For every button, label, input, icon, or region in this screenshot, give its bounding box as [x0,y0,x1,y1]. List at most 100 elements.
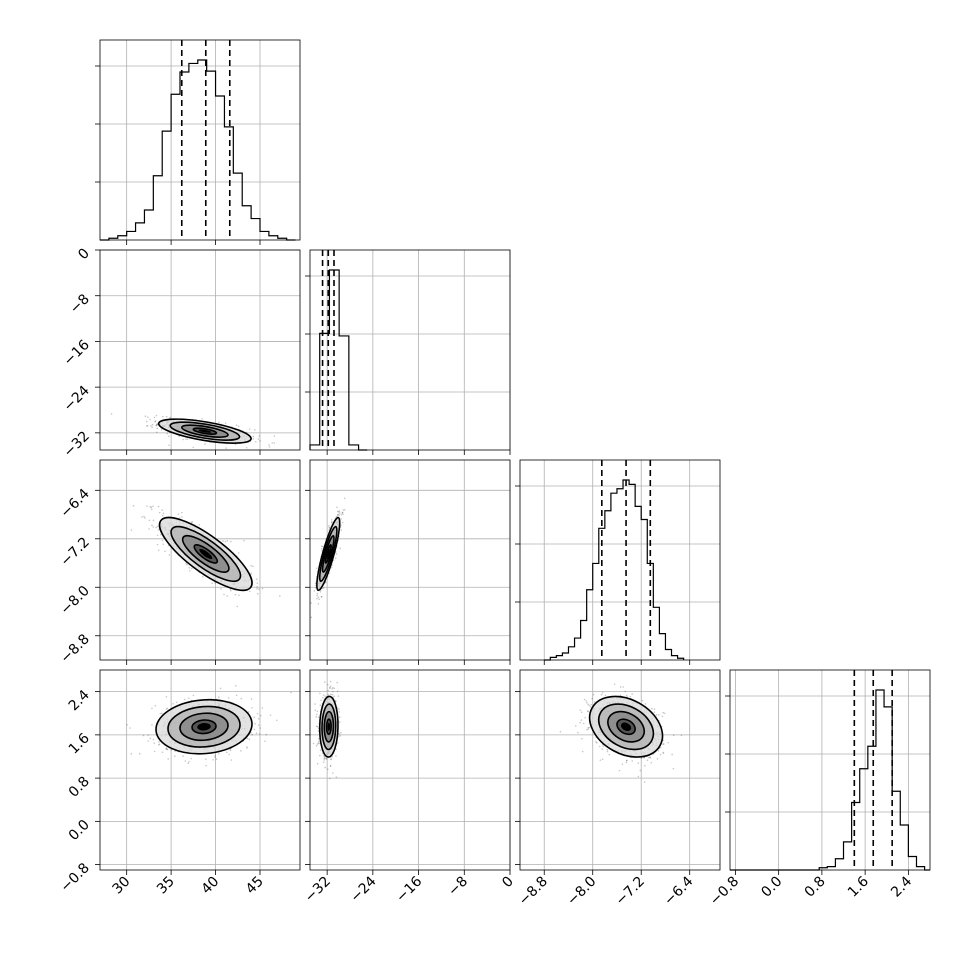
scatter-point [205,758,207,761]
scatter-point [170,749,173,751]
scatter-point [321,696,324,699]
scatter-point [256,582,259,585]
scatter-point [593,701,596,703]
density-peak [327,722,331,731]
scatter-point [161,514,164,517]
scatter-point [150,424,152,427]
scatter-point [224,540,227,543]
scatter-point [166,748,169,751]
scatter-point [188,761,190,763]
scatter-point [626,759,628,762]
density-peak [326,548,330,560]
scatter-point [110,413,113,415]
scatter-point [235,424,238,427]
panel-frame [519,669,721,871]
scatter-point [181,516,183,518]
scatter-point [317,603,320,605]
scatter-point [252,437,255,440]
scatter-point [335,553,338,555]
scatter-point [320,699,322,702]
scatter-point [261,587,264,590]
scatter-point [145,420,148,423]
scatter-point [258,733,261,735]
scatter-point [181,511,183,514]
scatter-point [323,759,325,761]
scatter-point [178,435,180,438]
density-peak [199,548,213,560]
scatter-point [273,442,276,444]
scatter-point [175,701,178,704]
scatter-point [159,712,162,715]
scatter-point [148,528,150,530]
scatter-point [151,426,153,428]
scatter-point [148,519,151,522]
scatter-point [130,529,133,531]
histogram-1 [309,269,368,451]
scatter-point [339,716,341,718]
scatter-point [650,762,653,764]
scatter-point [146,505,148,507]
scatter-point [129,727,131,729]
panel-2-2 [543,460,691,660]
scatter-point [325,757,328,759]
scatter-point [332,690,334,693]
scatter-point [323,755,326,758]
scatter-point [329,685,332,688]
scatter-point [142,734,145,737]
scatter-point [218,421,220,424]
scatter-point [155,431,158,434]
y-tick-label: −16 [61,337,93,369]
histogram-2 [544,479,685,661]
scatter-point [156,525,159,528]
scatter-point [141,516,143,518]
scatter-point [188,566,191,569]
scatter-point [166,432,169,435]
x-tick-label: −24 [347,873,379,905]
scatter-point [322,587,325,589]
scatter-point [323,757,326,759]
scatter-point [182,438,185,441]
scatter-point [319,590,322,593]
scatter-2-1 [310,497,346,619]
scatter-point [157,505,160,508]
scatter-point [335,700,337,702]
scatter-point [165,708,168,710]
scatter-point [338,708,340,710]
scatter-point [165,747,168,749]
scatter-point [599,759,602,762]
scatter-point [336,742,339,744]
scatter-point [315,713,318,716]
scatter-point [319,692,321,695]
x-tick-label: 0 [499,874,517,892]
scatter-point [234,443,237,446]
scatter-point [653,708,656,710]
scatter-point [581,737,583,740]
scatter-point [622,686,625,688]
contour-line [191,719,217,735]
scatter-point [224,422,227,424]
panel-frame [309,249,511,451]
scatter-point [192,446,194,449]
scatter-point [222,540,224,542]
scatter-point [342,509,345,511]
scatter-point [151,724,153,726]
scatter-point [587,726,590,729]
scatter-point [328,777,331,780]
x-tick-label: 1.6 [845,873,872,900]
scatter-point [649,757,652,759]
scatter-point [647,756,650,759]
scatter-point [248,428,251,430]
scatter-point [606,750,609,753]
scatter-point [147,734,149,736]
contour-line [180,424,229,438]
scatter-point [651,707,653,710]
panel-3-1 [310,670,511,870]
scatter-point [332,772,334,774]
scatter-point [586,701,588,704]
scatter-point [189,569,191,572]
scatter-point [160,428,163,431]
scatter-point [190,757,192,760]
scatter-point [253,429,256,431]
scatter-point [613,683,616,685]
panel-frame [309,459,511,661]
